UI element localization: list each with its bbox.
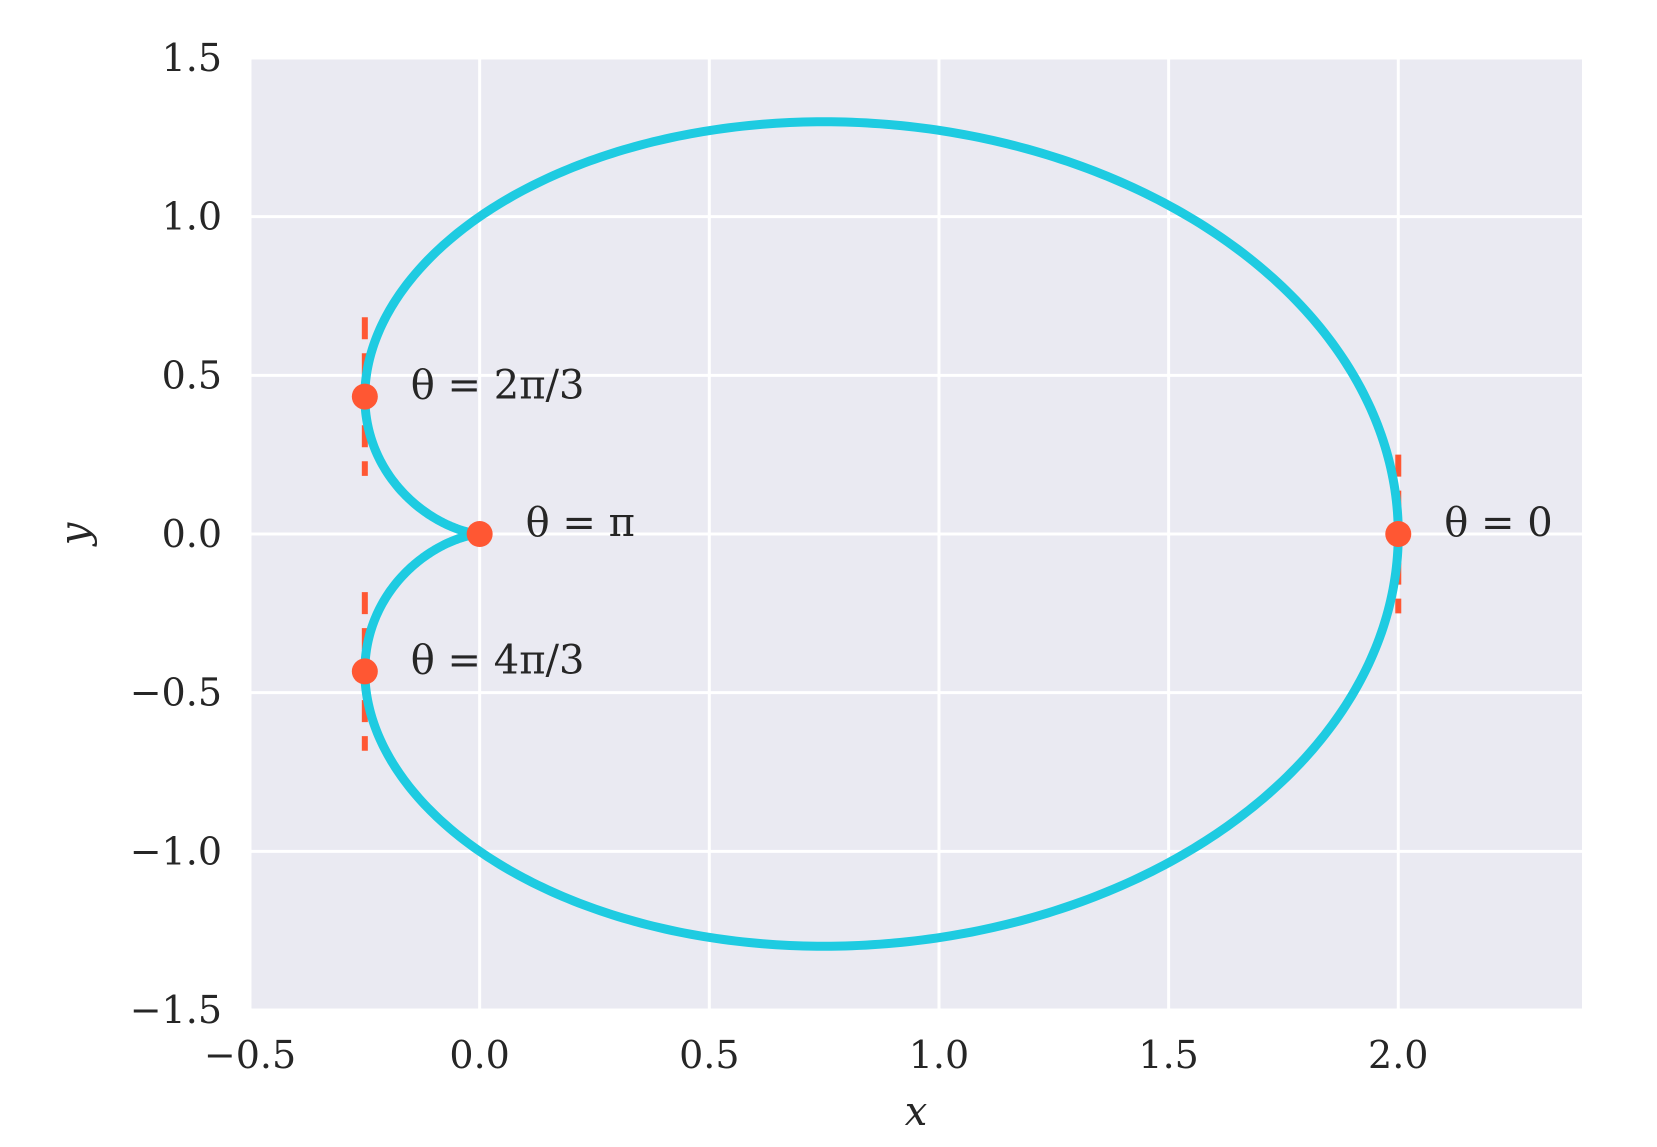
y-tick-label: 0.0 bbox=[162, 512, 222, 556]
x-tick-label: −0.5 bbox=[204, 1033, 296, 1077]
point-marker bbox=[351, 658, 378, 685]
annotation-theta-0: θ = 0 bbox=[1444, 500, 1552, 546]
x-axis-label: x bbox=[905, 1089, 928, 1135]
y-tick-label: −0.5 bbox=[130, 671, 222, 715]
annotation-theta-pi: θ = π bbox=[526, 500, 635, 546]
x-tick-label: 0.0 bbox=[449, 1033, 509, 1077]
y-tick-label: −1.5 bbox=[130, 988, 222, 1032]
annotation-theta-4pi-3: θ = 4π/3 bbox=[411, 637, 585, 683]
point-marker bbox=[1385, 521, 1412, 547]
point-marker bbox=[466, 521, 493, 547]
x-tick-labels: −0.5 0.0 0.5 1.0 1.5 2.0 bbox=[204, 1033, 1429, 1077]
y-tick-label: 1.5 bbox=[162, 36, 222, 80]
x-tick-label: 1.0 bbox=[909, 1033, 969, 1077]
y-tick-label: −1.0 bbox=[130, 829, 222, 873]
y-axis-label: y bbox=[52, 521, 98, 547]
x-tick-label: 1.5 bbox=[1138, 1033, 1198, 1077]
y-tick-labels: −1.5 −1.0 −0.5 0.0 0.5 1.0 1.5 bbox=[130, 36, 222, 1032]
annotation-theta-2pi-3: θ = 2π/3 bbox=[411, 363, 585, 409]
x-tick-label: 0.5 bbox=[679, 1033, 739, 1077]
x-tick-label: 2.0 bbox=[1368, 1033, 1428, 1077]
point-marker bbox=[351, 383, 378, 410]
y-tick-label: 0.5 bbox=[162, 353, 222, 397]
y-tick-label: 1.0 bbox=[162, 195, 222, 239]
marked-points bbox=[351, 383, 1412, 685]
